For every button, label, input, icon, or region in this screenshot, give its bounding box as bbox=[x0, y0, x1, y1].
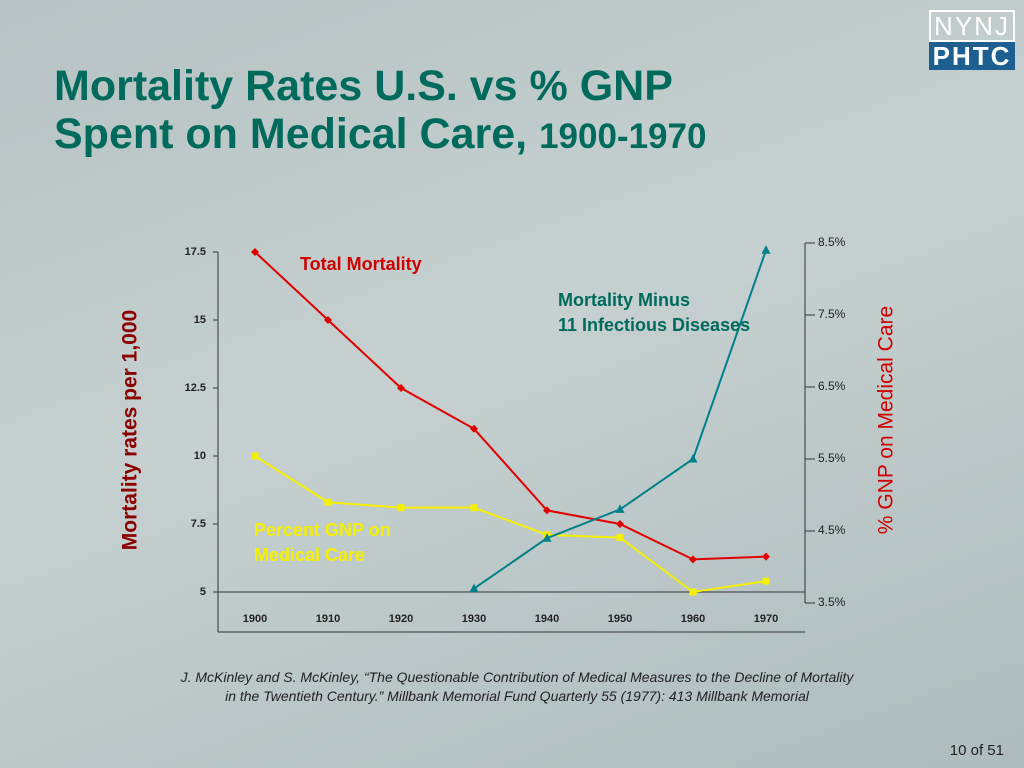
point bbox=[689, 555, 697, 564]
point bbox=[469, 583, 479, 593]
y-tick-label: 12.5 bbox=[185, 382, 206, 394]
x-tick-label: 1920 bbox=[389, 613, 413, 625]
point bbox=[470, 424, 478, 433]
point bbox=[616, 520, 624, 528]
logo-bottom: PHTC bbox=[929, 42, 1015, 70]
point bbox=[689, 588, 697, 596]
x-tick-label: 1960 bbox=[681, 613, 705, 625]
x-tick-label: 1930 bbox=[462, 613, 486, 625]
logo-top: NYNJ bbox=[929, 10, 1015, 42]
y2-tick-label: 8.5% bbox=[818, 235, 846, 249]
y2-tick-label: 4.5% bbox=[818, 523, 846, 537]
point bbox=[324, 498, 332, 506]
chart-title: Mortality Rates U.S. vs % GNP Spent on M… bbox=[54, 62, 706, 161]
series-line bbox=[254, 251, 767, 561]
point bbox=[688, 454, 698, 463]
y-tick-label: 5 bbox=[200, 586, 206, 598]
point bbox=[616, 534, 624, 542]
point bbox=[324, 316, 332, 324]
y-tick-label: 7.5 bbox=[191, 518, 206, 530]
title-text: Mortality Rates U.S. vs % GNP Spent on M… bbox=[54, 62, 673, 158]
point bbox=[470, 504, 478, 512]
page-number: 10 of 51 bbox=[949, 742, 1004, 759]
series-label: Total Mortality bbox=[300, 254, 422, 274]
title-years: 1900-1970 bbox=[539, 117, 707, 156]
point bbox=[397, 384, 405, 392]
y2-tick-label: 5.5% bbox=[818, 451, 846, 465]
x-tick-label: 1940 bbox=[535, 613, 559, 625]
x-tick-label: 1900 bbox=[243, 613, 267, 625]
y-tick-label: 17.5 bbox=[185, 246, 206, 258]
point bbox=[762, 577, 770, 585]
series-label: Percent GNP on Medical Care bbox=[254, 520, 391, 565]
y-axis-label: Mortality rates per 1,000 bbox=[119, 310, 142, 550]
point bbox=[762, 552, 770, 561]
y2-tick-label: 6.5% bbox=[818, 379, 846, 393]
point bbox=[761, 245, 771, 254]
point bbox=[615, 504, 625, 513]
citation: J. McKinley and S. McKinley, “The Questi… bbox=[180, 669, 854, 704]
point bbox=[397, 504, 405, 512]
y-tick-label: 15 bbox=[194, 314, 206, 326]
y-tick-label: 10 bbox=[194, 450, 206, 462]
point bbox=[251, 248, 259, 256]
point bbox=[251, 452, 259, 460]
point bbox=[543, 506, 551, 515]
series-label: Mortality Minus 11 Infectious Diseases bbox=[558, 290, 751, 335]
x-tick-label: 1950 bbox=[608, 613, 632, 625]
x-tick-label: 1970 bbox=[754, 613, 778, 625]
y2-tick-label: 7.5% bbox=[818, 307, 846, 321]
y2-tick-label: 3.5% bbox=[818, 595, 846, 609]
x-tick-label: 1910 bbox=[316, 613, 340, 625]
y2-axis-label: % GNP on Medical Care bbox=[875, 306, 898, 534]
point bbox=[542, 533, 552, 542]
series-line bbox=[254, 455, 767, 594]
logo: NYNJ PHTC bbox=[929, 10, 1015, 70]
